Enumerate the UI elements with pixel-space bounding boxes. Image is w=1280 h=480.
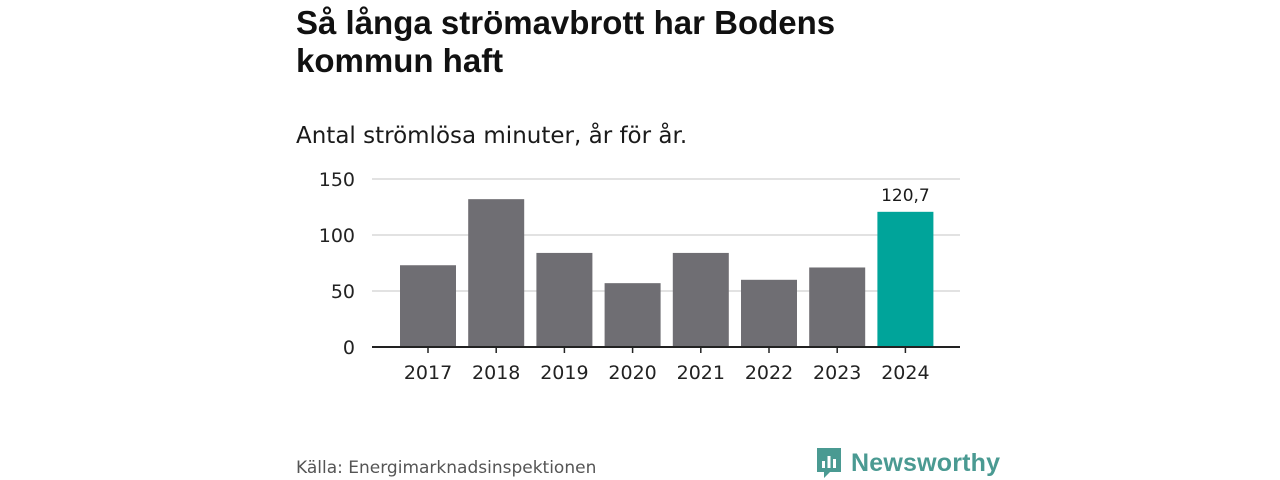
data-label: 120,7 (881, 186, 930, 206)
newsworthy-logo-icon (817, 448, 841, 478)
brand-logo: Newsworthy (815, 446, 1000, 480)
x-tick-label: 2020 (608, 362, 656, 384)
bar (400, 265, 456, 347)
x-tick-label: 2021 (677, 362, 725, 384)
x-tick-label: 2022 (745, 362, 793, 384)
bar (672, 252, 729, 347)
y-tick-label: 150 (319, 169, 355, 191)
source-note: Källa: Energimarknadsinspektionen (296, 458, 597, 478)
bar (741, 279, 797, 347)
bar (468, 199, 525, 347)
chart-title: Så långa strömavbrott har Bodens kommun … (296, 4, 836, 79)
bar (604, 283, 661, 347)
y-tick-label: 50 (331, 281, 355, 303)
bar (877, 211, 934, 347)
x-tick-label: 2024 (881, 362, 929, 384)
bars: 120,7 (400, 186, 934, 347)
x-tick-label: 2017 (404, 362, 452, 384)
y-axis-ticks: 0 50 100 150 (319, 169, 355, 359)
brand-name: Newsworthy (851, 448, 1001, 477)
chart-subtitle: Antal strömlösa minuter, år för år. (296, 123, 688, 149)
x-tick-label: 2019 (540, 362, 588, 384)
y-tick-label: 0 (343, 337, 355, 359)
y-tick-label: 100 (319, 225, 355, 247)
x-tick-label: 2023 (813, 362, 861, 384)
x-tick-label: 2018 (472, 362, 520, 384)
x-axis-ticks: 2017 2018 2019 2020 2021 2022 2023 2024 (404, 347, 930, 384)
gridlines (372, 178, 960, 292)
bar (809, 267, 866, 347)
bar (536, 252, 593, 347)
